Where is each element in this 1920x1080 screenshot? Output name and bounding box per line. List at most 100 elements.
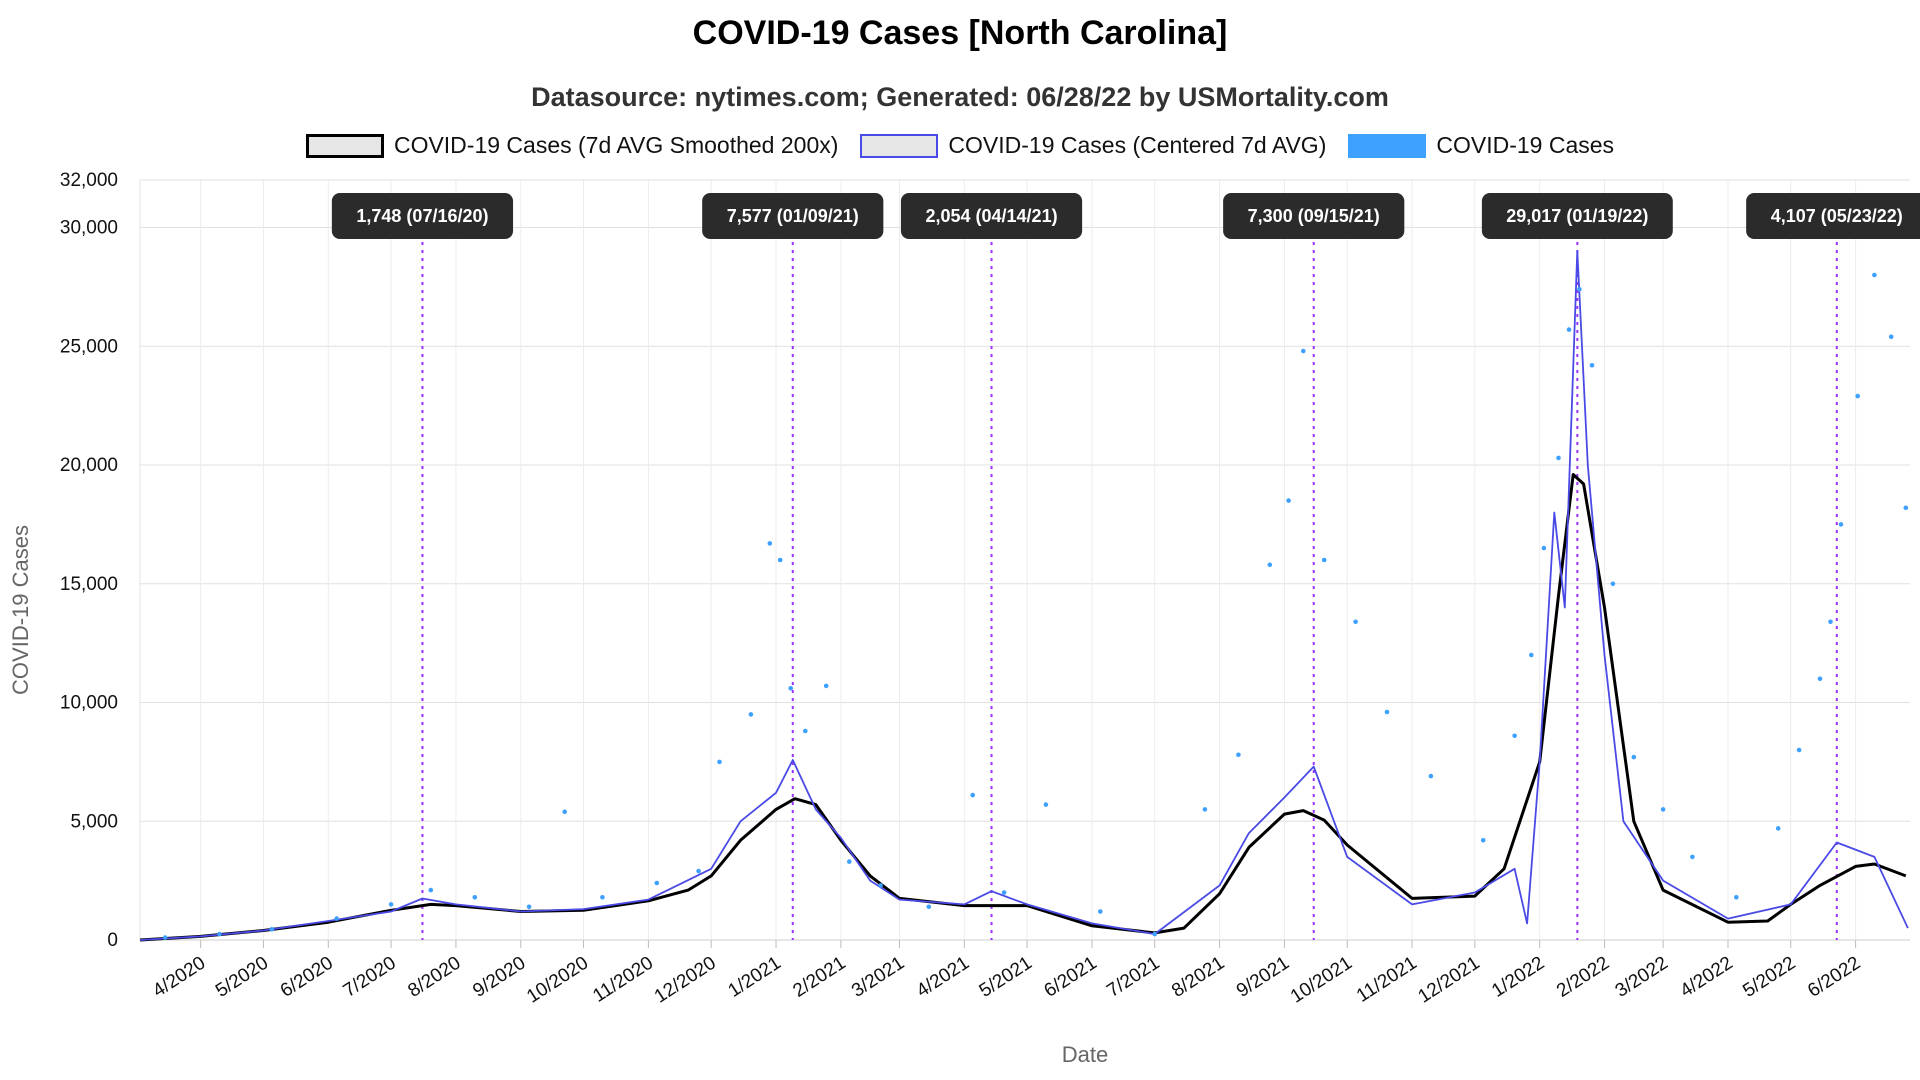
data-point-cases [1775, 826, 1781, 831]
data-point-cases [1541, 545, 1547, 551]
legend-label-centered-avg: COVID-19 Cases (Centered 7d AVG) [948, 132, 1327, 158]
data-point-cases [847, 859, 852, 864]
data-point-cases [1610, 581, 1616, 587]
legend-label-cases: COVID-19 Cases [1436, 132, 1615, 158]
x-tick-label: 5/2021 [976, 953, 1036, 1002]
x-tick-label: 9/2021 [1233, 953, 1293, 1002]
data-point-cases [878, 883, 883, 888]
data-point-cases [1152, 931, 1157, 937]
data-point-cases [803, 728, 808, 734]
x-tick-label: 5/2022 [1739, 953, 1799, 1002]
x-tick-label: 2/2022 [1553, 953, 1613, 1002]
y-tick-label: 25,000 [60, 336, 118, 357]
data-point-cases [1267, 562, 1273, 568]
x-tick-label: 11/2021 [1353, 953, 1421, 1007]
data-point-cases [1660, 807, 1666, 812]
data-point-cases [1512, 733, 1517, 739]
x-tick-label: 10/2020 [523, 953, 592, 1008]
x-tick-label: 7/2021 [1103, 953, 1163, 1002]
x-tick-label: 12/2020 [651, 953, 720, 1008]
data-point-cases [970, 792, 975, 798]
data-point-cases [1817, 676, 1823, 682]
y-tick-label: 20,000 [60, 455, 118, 476]
data-point-cases [1529, 652, 1534, 658]
annotation-label-text: 29,017 (01/19/22) [1506, 206, 1648, 226]
y-axis-title: COVID-19 Cases [8, 525, 33, 695]
annotation-label: 1,748 (07/16/20) [331, 193, 514, 239]
annotation-label-box [1746, 193, 1920, 239]
annotation-label: 29,017 (01/19/22) [1481, 193, 1673, 239]
data-point-cases [1321, 557, 1327, 563]
series-line-smoothed [139, 473, 1907, 942]
data-point-cases [526, 904, 532, 910]
chart-title: COVID-19 Cases [North Carolina] [692, 14, 1228, 52]
annotation-label-box [331, 193, 514, 239]
data-point-cases [1202, 807, 1208, 812]
data-point-cases [1888, 334, 1894, 340]
x-tick-label: 8/2020 [404, 953, 464, 1002]
x-tick-label: 6/2022 [1804, 953, 1864, 1002]
data-point-cases [600, 895, 605, 900]
legend-label-smoothed: COVID-19 Cases (7d AVG Smoothed 200x) [393, 132, 839, 158]
legend-swatch-centered-avg [860, 133, 939, 158]
annotation-label-text: 4,107 (05/23/22) [1771, 206, 1903, 226]
x-tick-label: 4/2022 [1677, 953, 1737, 1002]
data-point-cases [1301, 348, 1306, 354]
x-axis-title: Date [1062, 1042, 1108, 1067]
data-point-cases [1001, 890, 1007, 895]
legend-item-smoothed[interactable]: COVID-19 Cases (7d AVG Smoothed 200x) [305, 132, 839, 159]
x-tick-label: 10/2021 [1287, 953, 1356, 1008]
x-tick-label: 9/2020 [469, 953, 529, 1002]
data-point-cases [1872, 272, 1877, 278]
annotation-label: 7,300 (09/15/21) [1223, 193, 1405, 239]
data-point-cases [1098, 909, 1103, 914]
annotation-label: 4,107 (05/23/22) [1746, 193, 1920, 239]
data-point-cases [1589, 363, 1595, 368]
data-point-cases [1428, 773, 1434, 779]
data-point-cases [823, 683, 829, 689]
legend-item-cases[interactable]: COVID-19 Cases [1348, 132, 1614, 159]
data-point-cases [217, 931, 222, 937]
data-point-cases [1828, 619, 1833, 625]
data-point-cases [1838, 522, 1844, 527]
x-tick-label: 11/2020 [589, 953, 657, 1007]
y-tick-label: 5,000 [70, 811, 118, 832]
x-tick-label: 7/2020 [340, 953, 400, 1002]
annotation-label-box [1481, 193, 1673, 239]
x-tick-label: 12/2021 [1415, 953, 1484, 1008]
data-point-cases [334, 916, 340, 921]
annotation-label-text: 1,748 (07/16/20) [356, 206, 488, 226]
legend-item-centered-avg[interactable]: COVID-19 Cases (Centered 7d AVG) [860, 132, 1326, 159]
y-tick-label: 32,000 [60, 170, 118, 191]
data-point-cases [717, 759, 722, 765]
annotation-label: 7,577 (01/09/21) [702, 193, 884, 239]
data-point-cases [1734, 895, 1739, 900]
annotation-label-text: 2,054 (04/14/21) [925, 206, 1057, 226]
x-tick-label: 2/2021 [789, 953, 849, 1002]
data-point-cases [562, 809, 567, 815]
x-tick-label: 3/2022 [1612, 953, 1672, 1002]
data-point-cases [472, 895, 478, 900]
y-tick-label: 10,000 [60, 693, 118, 714]
y-tick-label: 0 [107, 930, 118, 951]
x-tick-label: 1/2022 [1488, 953, 1548, 1002]
data-point-cases [777, 557, 783, 563]
y-tick-label: 30,000 [60, 218, 118, 239]
legend: COVID-19 Cases (7d AVG Smoothed 200x) CO… [0, 132, 1920, 159]
data-point-cases [1903, 505, 1909, 511]
data-point-cases [1236, 752, 1241, 758]
data-point-cases [1690, 854, 1695, 860]
data-point-cases [788, 686, 793, 691]
annotation-label-box [702, 193, 884, 239]
x-tick-label: 1/2021 [725, 953, 785, 1002]
x-tick-label: 8/2021 [1168, 953, 1228, 1002]
series-line-centered-avg [139, 249, 1909, 941]
annotation-label: 2,054 (04/14/21) [900, 193, 1083, 239]
legend-swatch-smoothed [305, 133, 384, 158]
data-point-cases [1286, 498, 1291, 503]
data-point-cases [1855, 393, 1860, 399]
data-point-cases [1631, 754, 1637, 760]
data-point-cases [654, 880, 660, 886]
